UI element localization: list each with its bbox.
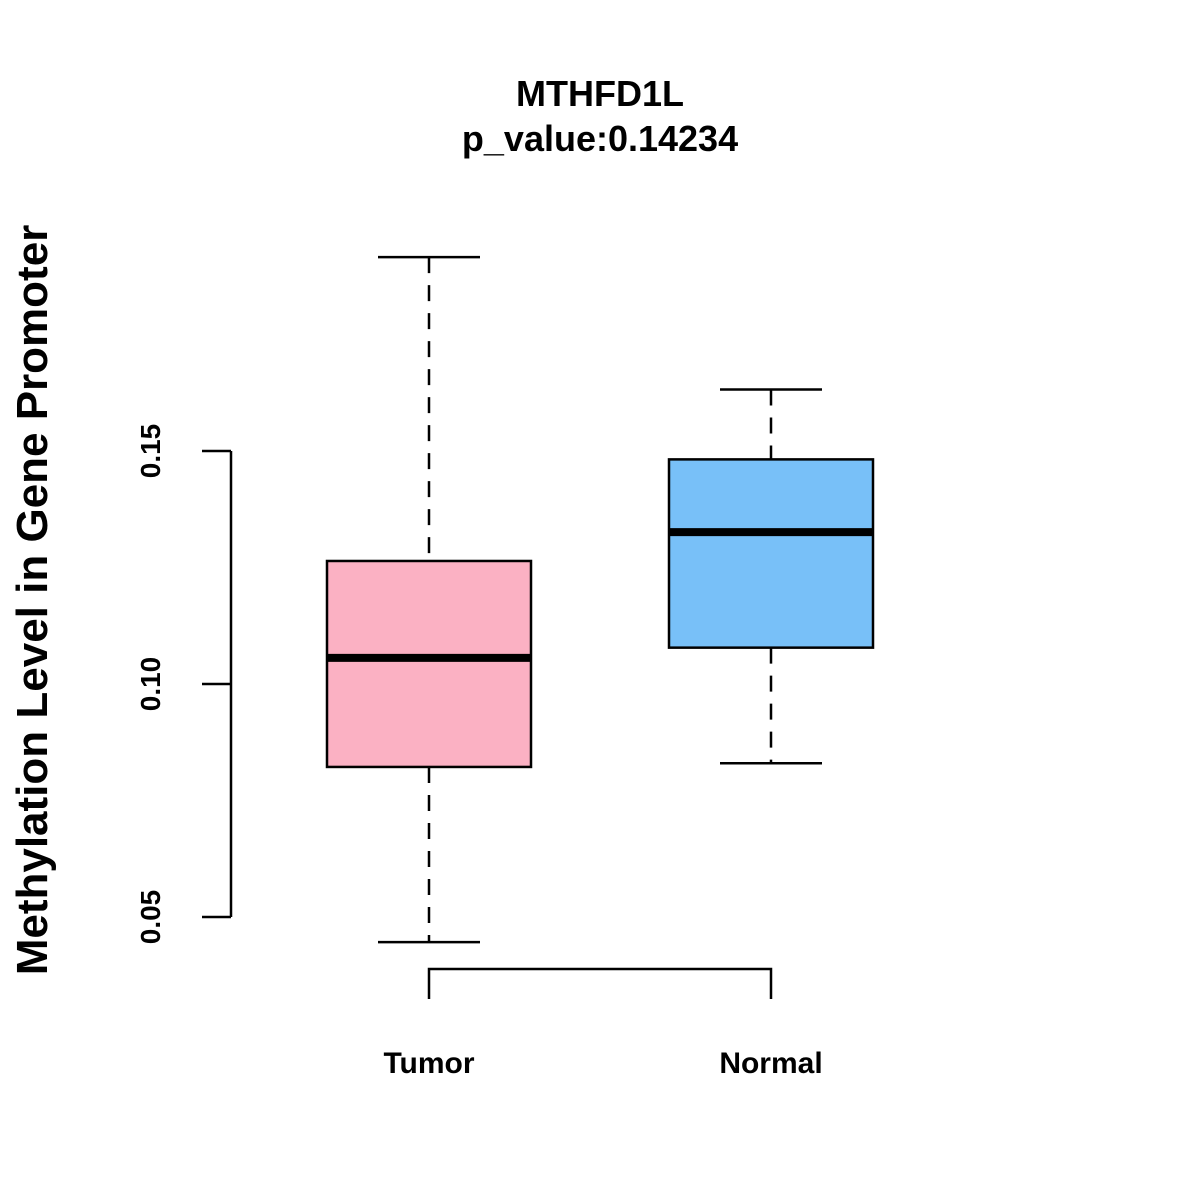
y-axis-label: Methylation Level in Gene Promoter [8, 225, 57, 976]
y-axis: 0.05 0.10 0.15 [135, 424, 233, 945]
box-normal [667, 388, 875, 765]
box-tumor [325, 255, 533, 944]
category-label-normal: Normal [719, 1047, 822, 1080]
iqr-box [667, 458, 875, 649]
chart-subtitle: p_value:0.14234 [462, 118, 738, 159]
chart-title: MTHFD1L [516, 73, 684, 114]
boxes-group [325, 255, 875, 944]
comparison-bracket [427, 967, 773, 999]
x-axis-categories: Tumor Normal [383, 1047, 822, 1080]
bracket-line [427, 967, 773, 999]
y-tick-label: 0.05 [135, 890, 166, 945]
iqr-box [325, 559, 533, 769]
category-label-tumor: Tumor [383, 1047, 474, 1080]
y-tick-label: 0.15 [135, 424, 166, 479]
y-tick-label: 0.10 [135, 657, 166, 712]
